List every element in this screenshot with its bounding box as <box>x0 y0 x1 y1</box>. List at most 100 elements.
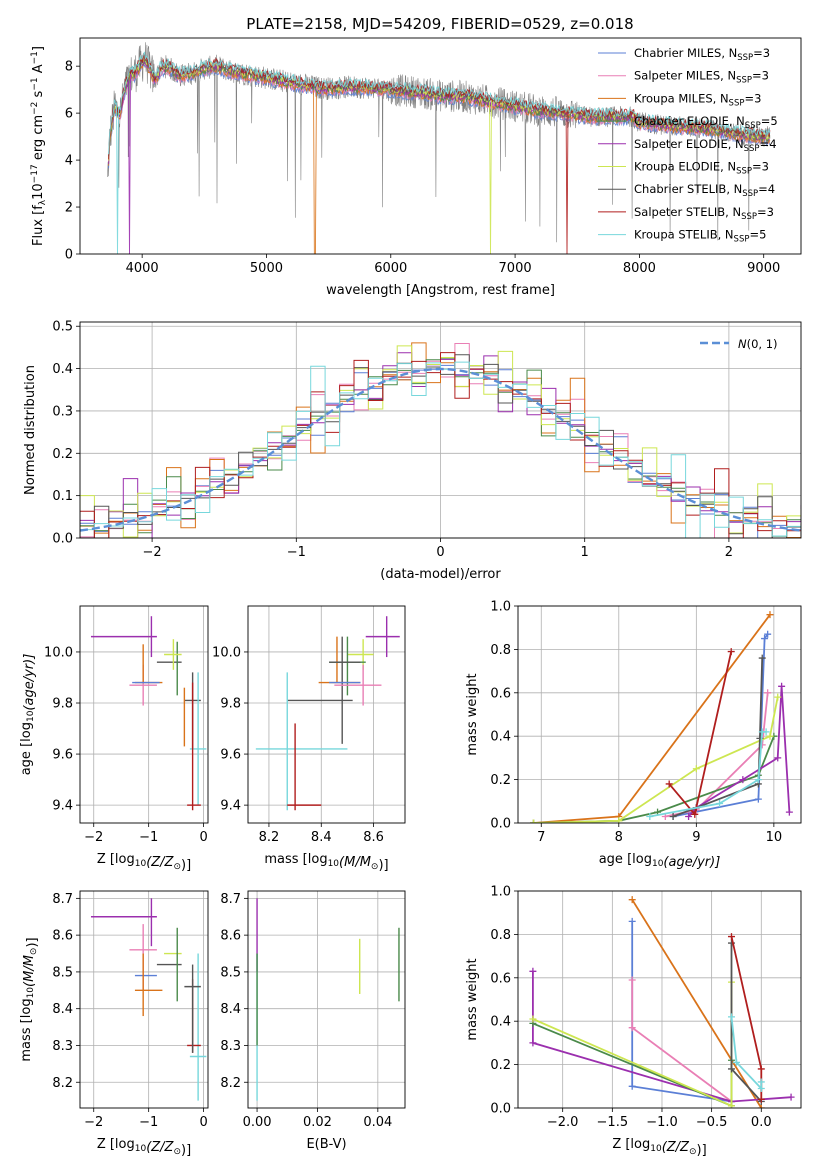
legend-entry: Salpeter ELODIE, NSSP=4 <box>634 137 777 154</box>
legend-n: =3 <box>753 46 770 60</box>
label-part: )] <box>25 937 40 947</box>
y-tick-label: 8.7 <box>220 892 241 907</box>
figure-title: PLATE=2158, MJD=54209, FIBERID=0529, z=0… <box>246 15 633 33</box>
legend-n: =3 <box>752 69 769 83</box>
y-tick-label: 0.3 <box>52 404 73 419</box>
label-part: age [log <box>19 722 34 775</box>
legend-label: Kroupa MILES, N <box>634 91 729 105</box>
y-tick-label: 9.4 <box>220 799 241 814</box>
label-part: 10 <box>135 1144 147 1154</box>
y-tick-label: 8.4 <box>220 1002 241 1017</box>
weight-marker <box>757 1095 765 1103</box>
y-axis-label: Flux [fλ10−17 erg cm−2 s−1 A−1] <box>30 46 48 246</box>
weight-marker <box>739 776 747 784</box>
weight-marker <box>665 780 673 788</box>
y-tick-label: 0.2 <box>490 773 511 788</box>
legend-label: Salpeter MILES, N <box>634 69 736 83</box>
y-tick-label: 9.8 <box>220 697 241 712</box>
label-part: (Z/Z <box>662 1140 690 1155</box>
legend-sub: SSP <box>736 76 752 86</box>
y-tick-label: 8.2 <box>220 1076 241 1091</box>
label-part: Z [log <box>612 1137 650 1152</box>
label-part: (age/yr)] <box>663 855 720 870</box>
legend-label: Chabrier MILES, N <box>634 46 737 60</box>
label-part: mass [log <box>264 852 327 867</box>
x-tick-label: 5000 <box>250 261 283 276</box>
y-tick-label: 9.6 <box>220 748 241 763</box>
weight-marker <box>727 933 735 941</box>
label-part: 10 <box>26 987 36 999</box>
x-tick-label: 8000 <box>623 261 656 276</box>
label-part: 10 <box>26 710 36 722</box>
label-part: ⊙ <box>173 1147 181 1157</box>
label-part: mass weight <box>465 673 480 755</box>
x-tick-label: 0.02 <box>303 1115 332 1130</box>
legend-label: Salpeter ELODIE, N <box>634 137 744 151</box>
label-part: (Z/Z <box>146 855 174 870</box>
legend-label: Salpeter STELIB, N <box>634 205 741 219</box>
legend-sub: SSP <box>737 53 753 63</box>
label-part: A <box>31 64 46 77</box>
weight-marker <box>530 819 538 823</box>
x-axis-label: wavelength [Angstrom, rest frame] <box>326 283 555 298</box>
label-part: E(B-V) <box>306 1137 346 1152</box>
legend-sub: SSP <box>736 167 752 177</box>
label-part: 10 <box>135 859 147 869</box>
y-tick-label: 0.8 <box>490 643 511 658</box>
y-tick-label: 0.1 <box>52 489 73 504</box>
label-part: ⊙ <box>689 1147 697 1157</box>
x-tick-label: −2 <box>84 830 103 845</box>
x-tick-label: −2 <box>84 1115 103 1130</box>
label-part: −1 <box>30 51 40 64</box>
legend-entry: Kroupa ELODIE, NSSP=3 <box>634 160 769 177</box>
weight-marker <box>761 635 769 643</box>
x-tick-label: 8.2 <box>259 830 280 845</box>
weight-marker <box>785 808 793 816</box>
label-part: λ <box>38 199 48 205</box>
legend-label: Chabrier STELIB, N <box>634 182 742 196</box>
label-part: )] <box>181 858 191 873</box>
plot-frame <box>79 321 802 539</box>
y-tick-label: 0.2 <box>52 447 73 462</box>
y-tick-label: 8.2 <box>52 1076 73 1091</box>
y-axis-label: age [log10(age/yr)] <box>19 654 37 776</box>
x-tick-label: 8.6 <box>363 830 384 845</box>
x-tick-label: 0.0 <box>751 1115 772 1130</box>
y-tick-label: 9.6 <box>52 748 73 763</box>
y-tick-label: 8.6 <box>52 929 73 944</box>
weight-marker <box>628 896 636 904</box>
x-tick-label: −2.0 <box>547 1115 579 1130</box>
y-tick-label: 1.0 <box>490 600 511 615</box>
x-axis-label: Z [log10(Z/Z⊙)] <box>97 852 191 873</box>
x-tick-label: −1 <box>287 545 306 560</box>
label-part: )] <box>378 858 388 873</box>
legend-label: (0, 1) <box>747 337 778 351</box>
label-part: )] <box>181 1143 191 1158</box>
y-tick-label: 10.0 <box>212 645 241 660</box>
x-tick-label: 9000 <box>747 261 780 276</box>
label-part: 10 <box>31 183 46 200</box>
weight-line <box>672 658 764 818</box>
x-tick-label: 4000 <box>126 261 159 276</box>
weight-marker <box>628 917 636 925</box>
x-tick-label: 8 <box>615 830 623 845</box>
weight-marker <box>757 1078 765 1086</box>
weight-marker <box>766 611 774 619</box>
mass-weight-vs-metallicity-panel: −2.0 −1.5 −1.0 −0.5 0.0 0.0 0.2 0.4 0.6 0.8 1.0 Z [… <box>465 885 802 1158</box>
legend-sub: SSP <box>734 235 750 245</box>
weight-marker <box>727 1065 735 1073</box>
y-tick-label: 8.4 <box>52 1002 73 1017</box>
legend-n: =3 <box>752 160 769 174</box>
x-tick-label: 10 <box>766 830 783 845</box>
label-part: wavelength [Angstrom, rest frame] <box>326 283 555 298</box>
legend-entry: Chabrier ELODIE, NSSP=5 <box>634 114 778 131</box>
label-part: (age/yr)] <box>22 654 37 711</box>
x-tick-label: −1.5 <box>597 1115 629 1130</box>
legend-n: =5 <box>761 114 778 128</box>
weight-marker <box>615 817 623 823</box>
x-axis-label: Z [log10(Z/Z⊙)] <box>97 1137 191 1158</box>
x-tick-label: −2 <box>143 545 162 560</box>
y-tick-label: 9.4 <box>52 799 73 814</box>
legend-n: =5 <box>749 228 766 242</box>
